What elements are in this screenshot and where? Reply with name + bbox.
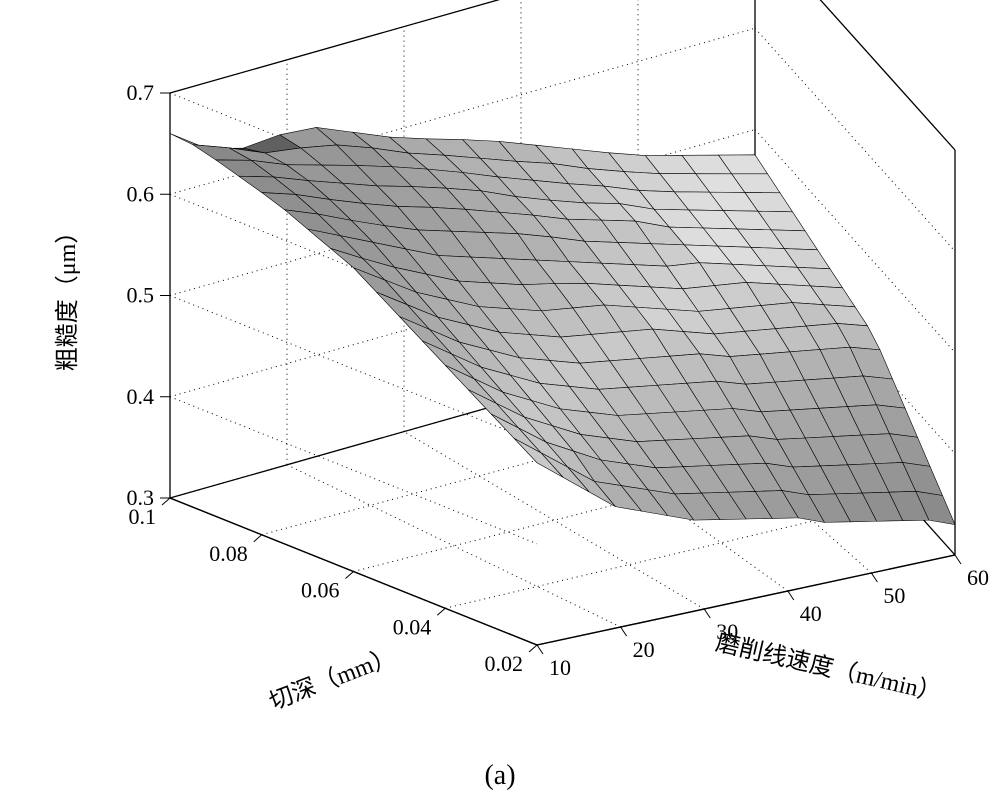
- svg-text:50: 50: [883, 583, 905, 608]
- svg-text:20: 20: [633, 637, 655, 662]
- y-axis-label: 切深（mm）: [265, 643, 399, 716]
- svg-text:10: 10: [549, 655, 571, 680]
- svg-text:40: 40: [800, 601, 822, 626]
- caption-text: (a): [484, 760, 515, 791]
- svg-text:0.5: 0.5: [127, 283, 155, 308]
- z-axis-label: 粗糙度（μm）: [54, 220, 81, 372]
- svg-text:0.6: 0.6: [127, 181, 155, 206]
- svg-text:0.02: 0.02: [485, 651, 524, 676]
- svg-text:0.7: 0.7: [127, 80, 155, 105]
- x-axis-label: 磨削线速度（m/min）: [713, 629, 944, 707]
- svg-text:0.04: 0.04: [393, 614, 432, 639]
- svg-text:60: 60: [967, 565, 989, 590]
- svg-text:0.4: 0.4: [127, 384, 155, 409]
- svg-text:0.06: 0.06: [301, 578, 340, 603]
- svg-text:0.3: 0.3: [127, 485, 155, 510]
- surface-plot-3d: 1020304050600.020.040.060.080.10.30.40.5…: [0, 0, 1000, 760]
- svg-text:0.08: 0.08: [209, 541, 248, 566]
- subfigure-caption: (a): [0, 760, 1000, 792]
